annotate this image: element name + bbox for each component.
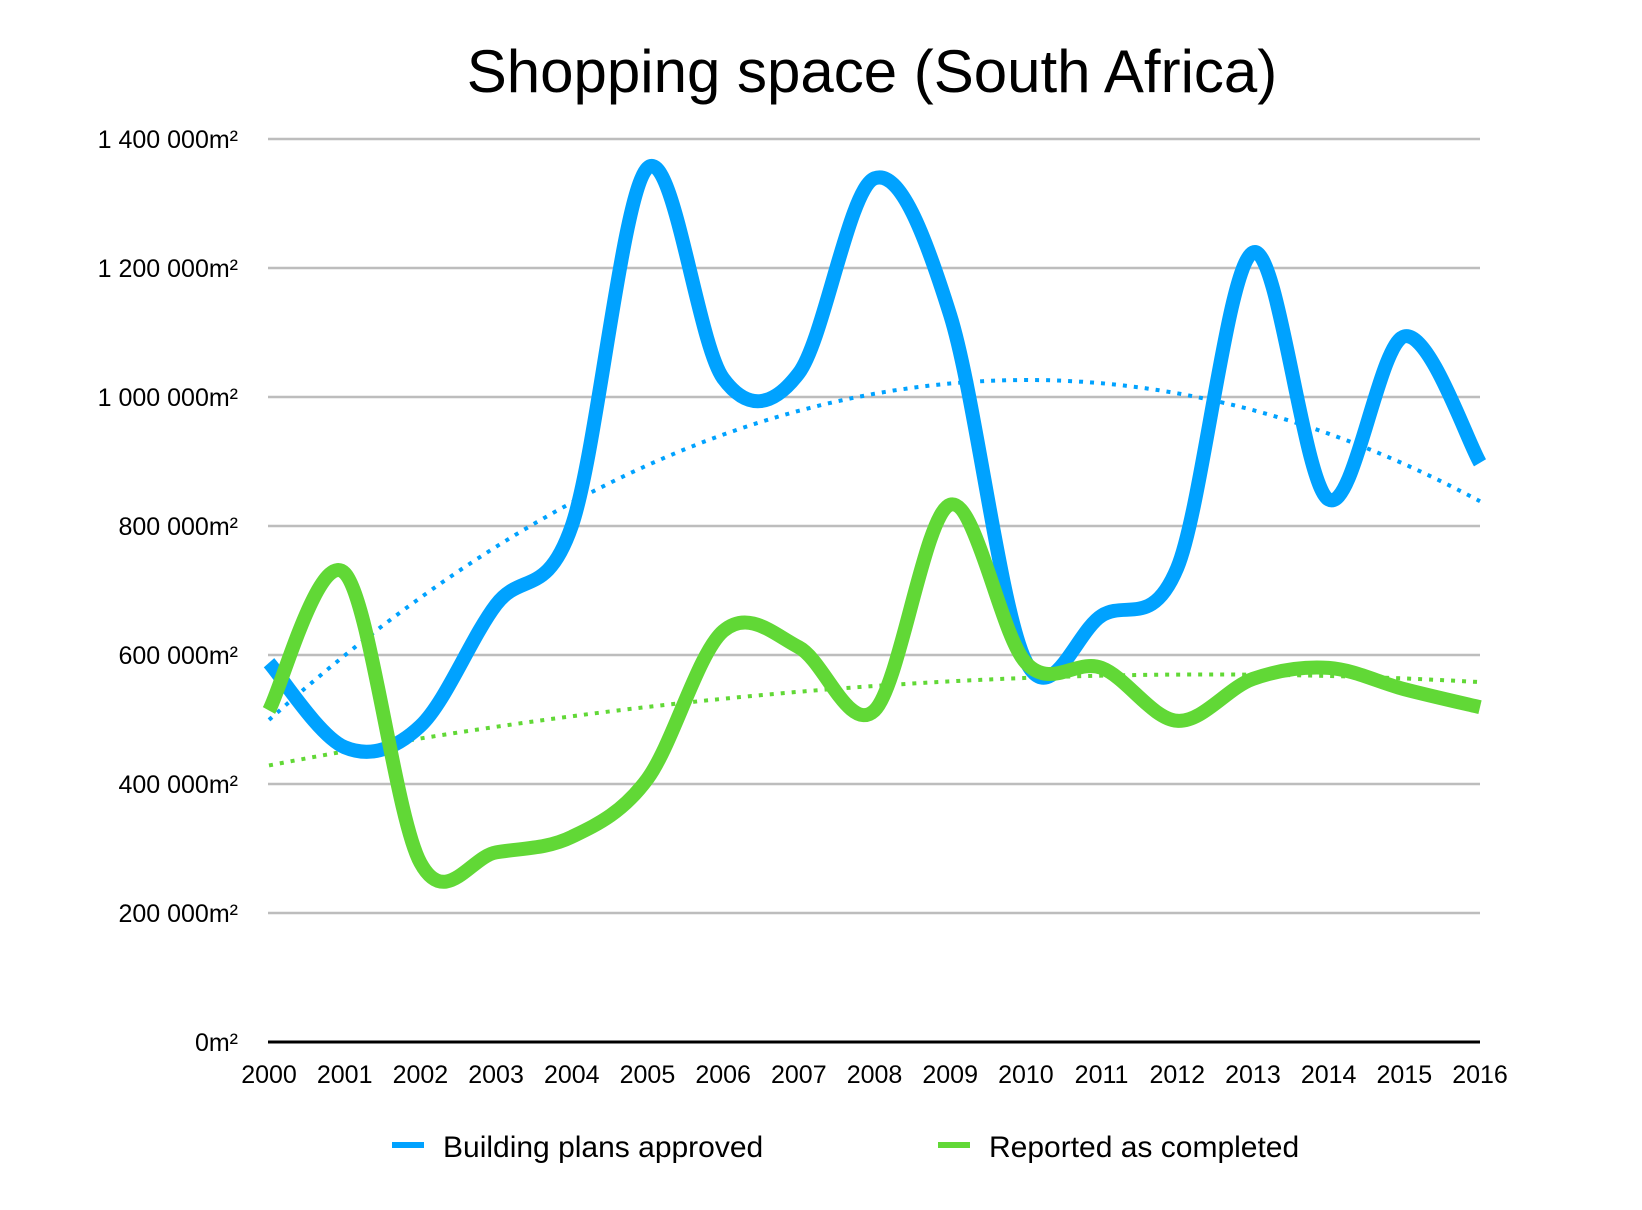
y-tick-label: 400 000m² xyxy=(118,771,238,799)
series-line-0 xyxy=(263,158,1487,759)
trendline-0 xyxy=(267,377,1481,722)
x-tick-label: 2002 xyxy=(393,1061,449,1089)
x-tick-label: 2003 xyxy=(468,1061,524,1089)
y-tick-label: 200 000m² xyxy=(118,900,238,928)
y-tick-label: 1 200 000m² xyxy=(98,255,238,283)
legend: Building plans approved Reported as compl… xyxy=(392,1131,1299,1164)
x-tick-label: 2007 xyxy=(771,1061,827,1089)
x-tick-label: 2016 xyxy=(1452,1061,1508,1089)
y-tick-label: 0m² xyxy=(195,1029,238,1057)
y-tick-label: 1 400 000m² xyxy=(98,126,238,154)
x-tick-label: 2013 xyxy=(1225,1061,1281,1089)
x-tick-label: 2010 xyxy=(998,1061,1054,1089)
x-tick-label: 2000 xyxy=(241,1061,297,1089)
x-tick-label: 2015 xyxy=(1377,1061,1433,1089)
legend-label: Building plans approved xyxy=(443,1131,763,1164)
x-axis-ticks: 2000 2001 2002 2003 2004 2005 2006 2007 2008 2009… xyxy=(241,1061,1508,1089)
y-axis-ticks: 0m² 200 000m² 400 000m² 600 000m² 800 000m² 1… xyxy=(98,126,238,1057)
x-tick-label: 2014 xyxy=(1301,1061,1357,1089)
x-tick-label: 2008 xyxy=(847,1061,903,1089)
gridlines xyxy=(268,137,1480,915)
x-tick-label: 2011 xyxy=(1075,1061,1129,1089)
x-tick-label: 2001 xyxy=(317,1061,373,1089)
legend-label: Reported as completed xyxy=(989,1131,1299,1164)
x-tick-label: 2006 xyxy=(695,1061,751,1089)
x-tick-label: 2009 xyxy=(922,1061,978,1089)
y-tick-label: 1 000 000m² xyxy=(98,384,238,412)
x-tick-label: 2005 xyxy=(620,1061,676,1089)
x-tick-label: 2004 xyxy=(544,1061,600,1089)
series-lines xyxy=(262,158,1487,889)
y-tick-label: 600 000m² xyxy=(118,642,238,670)
x-tick-label: 2012 xyxy=(1149,1061,1205,1089)
chart-title: Shopping space (South Africa) xyxy=(467,38,1278,105)
y-tick-label: 800 000m² xyxy=(118,513,238,541)
